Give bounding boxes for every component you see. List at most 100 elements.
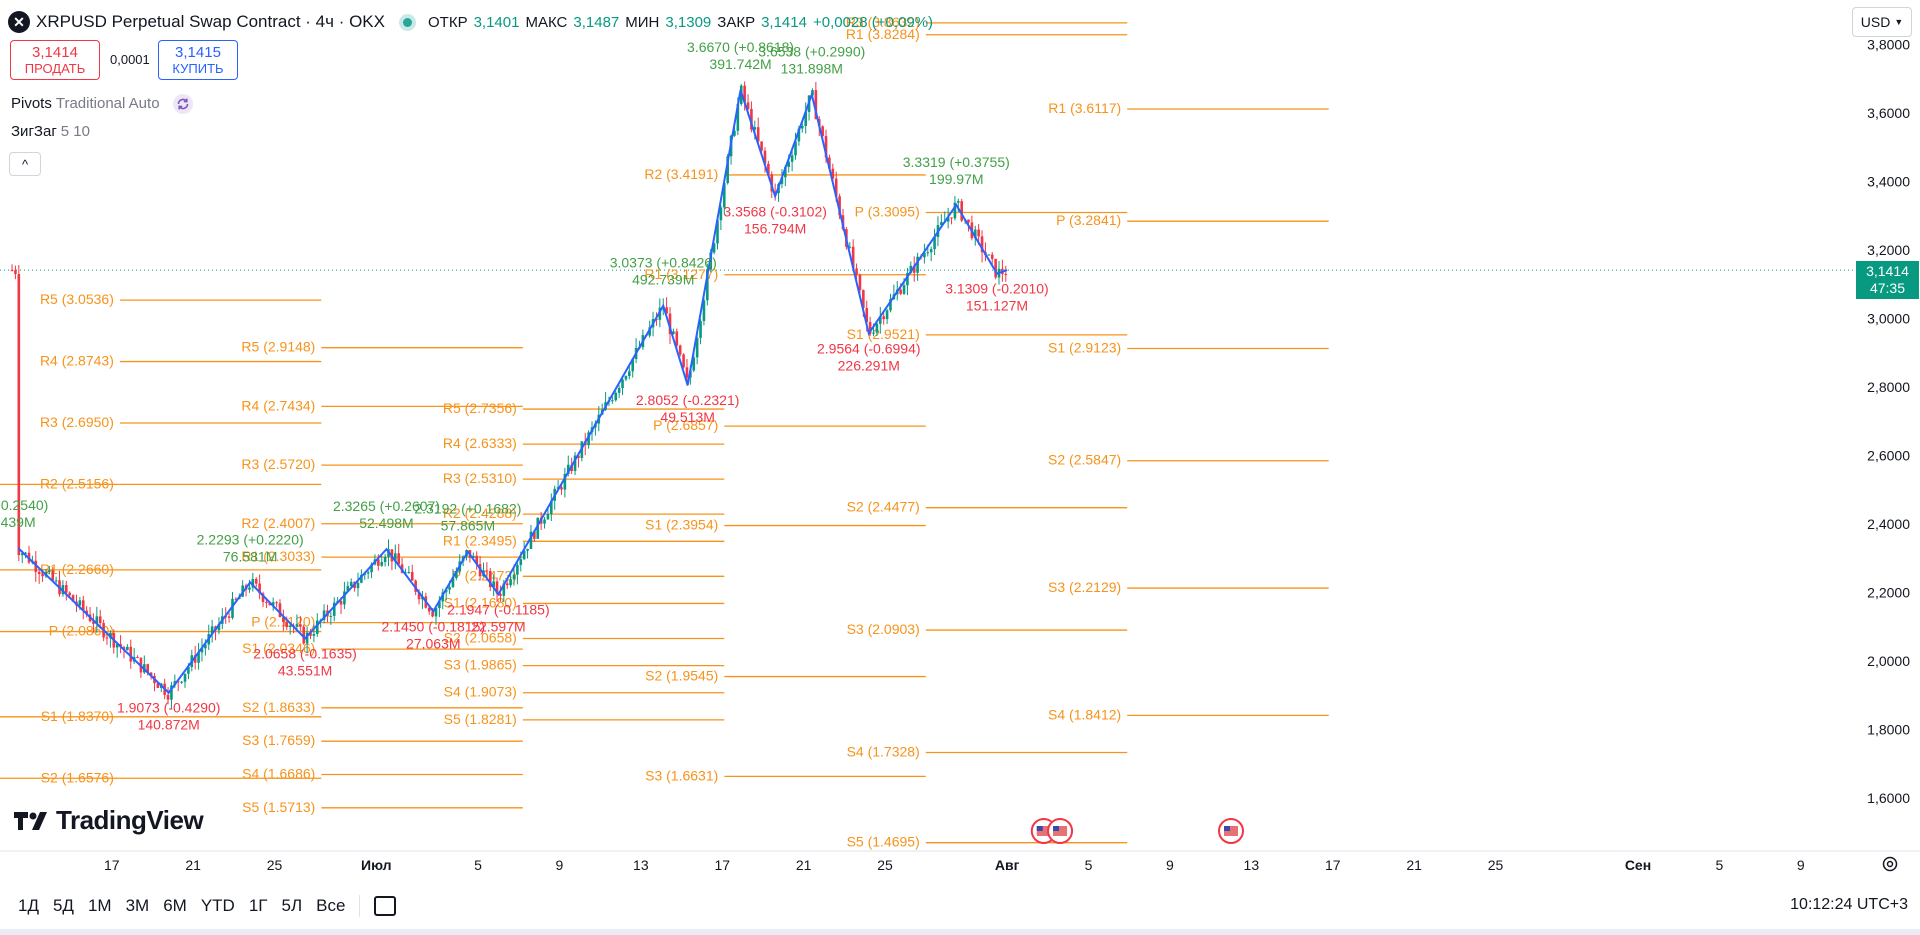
candle-body xyxy=(305,632,309,644)
pivot-label: S3 (2.0903) xyxy=(847,621,920,637)
zigzag-value-label: 3.6670 (+0.8618) xyxy=(687,39,794,55)
candle-body xyxy=(455,571,458,579)
candle-body xyxy=(814,90,818,120)
candle-body xyxy=(851,246,855,269)
range-1y[interactable]: 1Г xyxy=(248,896,268,915)
zigzag-volume-label: 57.865M xyxy=(441,518,495,534)
candle-body xyxy=(797,128,801,142)
date-range-icon[interactable] xyxy=(374,896,397,916)
candle-body xyxy=(692,357,696,371)
candle-body xyxy=(41,574,44,577)
refresh-icon[interactable] xyxy=(172,93,194,115)
range-6m[interactable]: 6М xyxy=(163,896,187,915)
event-markers xyxy=(1030,818,1244,844)
symbol-title[interactable]: XRPUSD Perpetual Swap Contract · 4ч · OK… xyxy=(36,12,385,31)
pivot-label: R2 (2.4007) xyxy=(241,515,315,531)
zigzag-volume-label: 492.739M xyxy=(632,272,694,288)
candle-body xyxy=(509,579,512,586)
candle-body xyxy=(451,578,455,588)
candle-body xyxy=(295,624,299,627)
candle-body xyxy=(51,570,55,581)
candle-body xyxy=(146,664,150,673)
candle-body xyxy=(356,582,360,589)
candle-body xyxy=(78,600,82,606)
candle-body xyxy=(631,359,635,372)
last-price-tag: 3,1414 47:35 xyxy=(1856,261,1919,299)
candle-body xyxy=(475,555,478,565)
pivot-label: R2 (2.4288) xyxy=(443,505,517,521)
candle-body xyxy=(502,583,506,596)
candle-body xyxy=(872,332,875,334)
zigzag-line xyxy=(17,89,1008,695)
candle-body xyxy=(973,229,977,239)
time-axis-label: Авг xyxy=(995,857,1020,873)
range-3m[interactable]: 3М xyxy=(125,896,150,915)
pivot-label: S5 (1.8281) xyxy=(444,711,517,727)
price-axis: 1,6000 1,8000 2,0000 2,2000 2,4000 2,6000 2,80… xyxy=(1867,37,1910,807)
zigzag-indicator xyxy=(17,89,1008,695)
buy-button[interactable]: 3,1415 КУПИТЬ xyxy=(158,40,238,80)
zigzag-value-label: 3.1309 (-0.2010) xyxy=(945,281,1049,297)
candle-body xyxy=(180,681,183,683)
candle-body xyxy=(916,256,919,273)
candle-body xyxy=(251,578,255,588)
indicator-pivots[interactable]: Pivots Traditional Auto xyxy=(11,93,194,115)
candle-body xyxy=(448,587,451,590)
candle-body xyxy=(285,622,289,628)
range-5d[interactable]: 5Д xyxy=(52,896,74,915)
candle-body xyxy=(81,600,85,611)
collapse-legend-button[interactable]: ^ xyxy=(9,152,41,176)
pivot-label: R2 (2.5156) xyxy=(40,475,114,491)
candle-body xyxy=(329,615,333,617)
chart-header: ✕ XRPUSD Perpetual Swap Contract · 4ч · … xyxy=(8,10,933,34)
pivot-label: S2 (1.6576) xyxy=(41,769,114,785)
currency-select[interactable]: USD ▼ xyxy=(1852,7,1912,37)
pivots-name: Pivots xyxy=(11,94,52,112)
range-ytd[interactable]: YTD xyxy=(200,896,235,915)
candle-body xyxy=(343,591,346,605)
horizontal-scrollbar[interactable] xyxy=(0,929,1920,935)
range-1d[interactable]: 1Д xyxy=(18,896,39,915)
candle-body xyxy=(587,432,590,446)
candle-body xyxy=(370,564,373,573)
candle-body xyxy=(115,644,119,648)
candle-body xyxy=(156,683,160,688)
candle-body xyxy=(54,580,58,582)
time-axis-label: 5 xyxy=(474,857,482,873)
zigzag-volume-label: 439M xyxy=(1,514,36,530)
range-1m[interactable]: 1М xyxy=(87,896,112,915)
candle-body xyxy=(533,531,536,539)
time-axis-label: 17 xyxy=(1325,857,1341,873)
candle-body xyxy=(254,578,258,584)
axis-settings-icon[interactable] xyxy=(1880,854,1900,874)
zigzag-value-label: (+0.2540) xyxy=(0,497,48,513)
pivot-label: R1 (2.3495) xyxy=(443,532,517,548)
low-value: 3,1309 xyxy=(665,13,712,31)
time-axis-label: 9 xyxy=(1166,857,1174,873)
pivot-label: R5 (2.9148) xyxy=(241,339,315,355)
time-axis-label: 5 xyxy=(1716,857,1724,873)
candle-body xyxy=(695,337,699,358)
candle-body xyxy=(427,607,431,612)
zigzag-value-label: 3.0373 (+0.8426) xyxy=(610,255,717,271)
candle-body xyxy=(763,150,767,164)
candle-body xyxy=(665,307,668,314)
sell-button[interactable]: 3,1414 ПРОДАТЬ xyxy=(10,40,100,80)
candle-body xyxy=(360,574,363,583)
candle-body xyxy=(950,217,953,219)
indicator-zigzag[interactable]: ЗигЗаг 5 10 xyxy=(11,123,90,140)
candle-body xyxy=(309,632,312,636)
current-time[interactable]: 10:12:24 UTC+3 xyxy=(1790,896,1908,913)
pivot-label: S2 (1.8633) xyxy=(242,699,315,715)
zigzag-volume-label: 131.898M xyxy=(781,61,843,77)
toolbar-divider xyxy=(359,895,361,917)
range-all[interactable]: Все xyxy=(316,896,346,915)
time-axis-label: 13 xyxy=(1244,857,1260,873)
spread-value: 0,0001 xyxy=(110,52,150,67)
range-5y[interactable]: 5Л xyxy=(281,896,303,915)
zigzag-value-label: 1.9073 (-0.4290) xyxy=(117,700,221,716)
tradingview-logo[interactable]: TradingView xyxy=(14,805,204,836)
candle-body xyxy=(37,571,41,575)
pivot-label: S3 (1.9865) xyxy=(444,657,517,673)
